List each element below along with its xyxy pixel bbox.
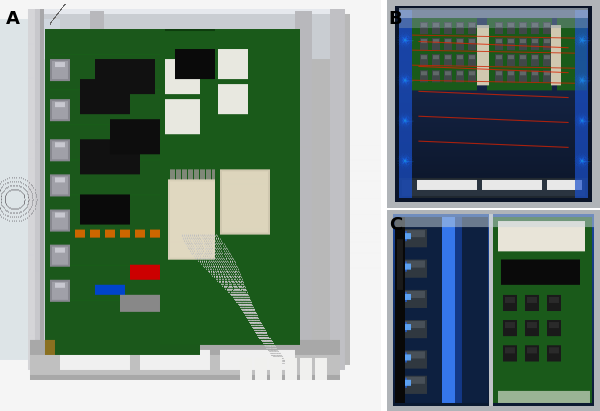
Text: C: C xyxy=(389,216,402,234)
Text: A: A xyxy=(6,10,20,28)
Text: B: B xyxy=(389,10,403,28)
